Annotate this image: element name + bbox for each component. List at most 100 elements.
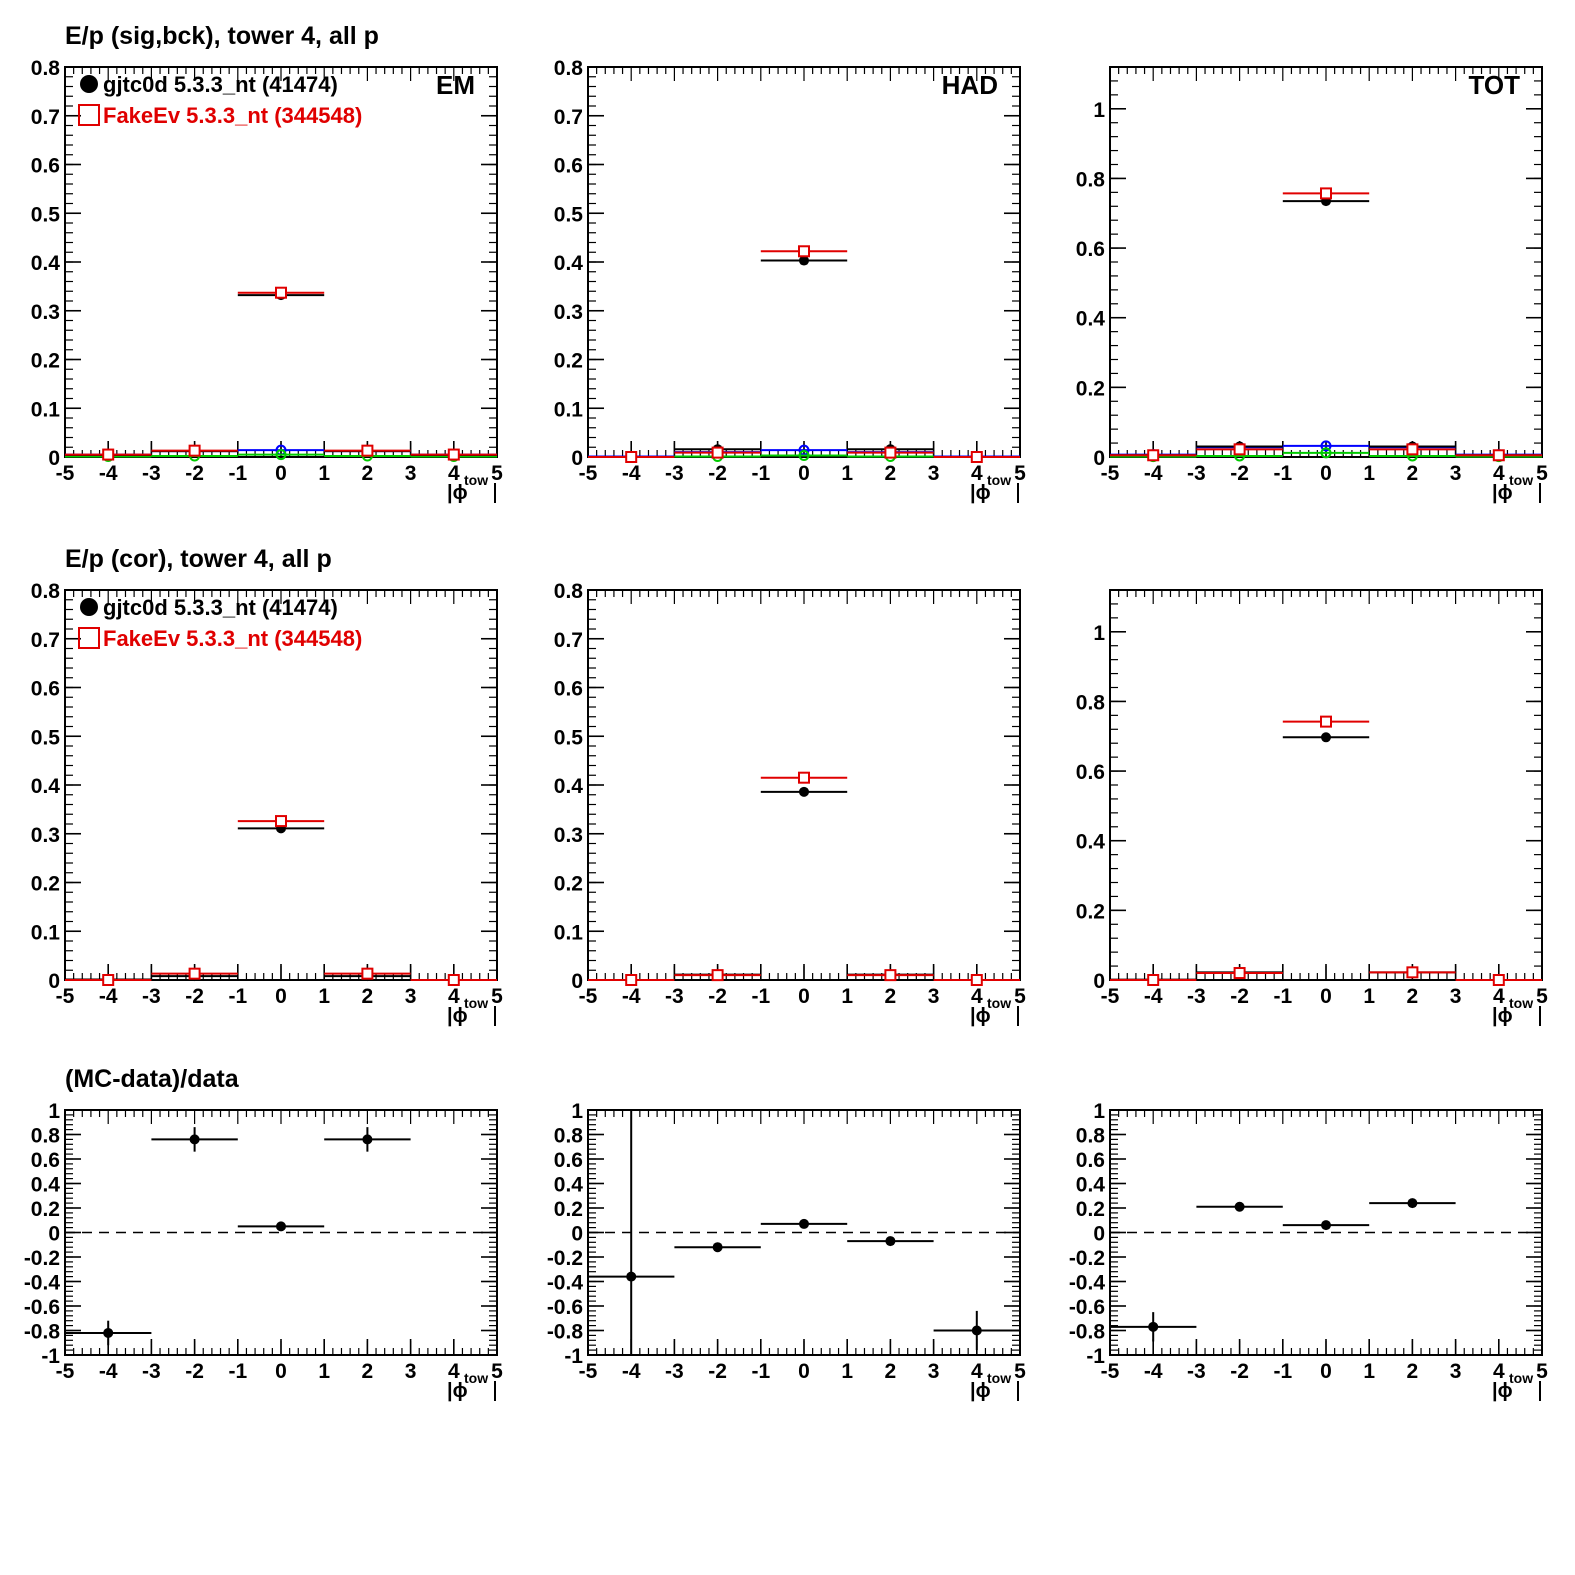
y-tick-label: 0.2: [1076, 1198, 1105, 1221]
x-tick-label: 5: [1536, 1360, 1548, 1383]
x-tick-label: 2: [885, 1360, 897, 1383]
x-tick-label: 0: [798, 1360, 810, 1383]
corner-label: HAD: [942, 70, 998, 100]
legend-label: gjtc0d 5.3.3_nt (41474): [103, 72, 338, 97]
series-0: [65, 823, 497, 985]
y-tick-label: 0.8: [554, 57, 584, 80]
y-tick-label: 0.3: [31, 301, 60, 324]
data-point: [970, 451, 983, 463]
x-tick-label: 3: [928, 985, 940, 1008]
x-tick-label: 0: [1320, 462, 1332, 485]
x-tick-label: 1: [1363, 985, 1375, 1008]
panel-title: E/p (cor), tower 4, all p: [65, 545, 332, 573]
plot-frame: [587, 589, 1021, 981]
x-tick-label: -1: [751, 462, 770, 485]
data-point: [885, 1236, 896, 1247]
plot-frame: [1109, 589, 1543, 981]
y-tick-label: 0: [571, 970, 583, 993]
data-point: [1147, 974, 1160, 986]
y-tick-label: 0.1: [31, 921, 61, 944]
data-point: [799, 1218, 809, 1229]
y-tick-label: -1: [1086, 1345, 1105, 1368]
x-tick-label: -1: [751, 985, 770, 1008]
y-tick-label: 0.8: [554, 580, 584, 603]
y-tick-label: 0: [48, 970, 60, 993]
y-tick-label: 0.2: [31, 1198, 60, 1221]
corner-label: EM: [436, 70, 475, 100]
x-tick-label: -4: [1144, 1360, 1163, 1383]
plot-frame: [64, 1109, 498, 1356]
x-tick-label: -5: [56, 985, 75, 1008]
y-tick-label: 0.6: [554, 678, 583, 701]
y-tick-label: 0.6: [554, 155, 583, 178]
y-tick-label: 0.8: [554, 1125, 584, 1148]
x-tick-label: 3: [928, 462, 940, 485]
x-tick-label: 2: [1407, 462, 1419, 485]
y-tick-label: 0.2: [554, 1198, 583, 1221]
x-tick-label: 0: [1320, 1360, 1332, 1383]
y-tick-label: -1: [41, 1345, 60, 1368]
y-tick-label: 0.6: [31, 155, 60, 178]
x-tick-label: 2: [362, 985, 374, 1008]
y-tick-label: 0.2: [554, 873, 583, 896]
x-tick-label: -1: [1273, 462, 1292, 485]
y-tick-label: 0.4: [1076, 308, 1106, 331]
panel-had-ratio: -5 -4 -3 -2 -1 0 1 2 3 4 5-1-0.8-0.6-0.4-0.200.20.…: [547, 1100, 1026, 1402]
data-point: [276, 1221, 286, 1232]
x-tick-label: 1: [318, 462, 330, 485]
x-tick-label: -4: [622, 985, 641, 1008]
y-tick-label: -1: [564, 1345, 583, 1368]
y-tick-label: 0.3: [554, 824, 583, 847]
series-2: [1110, 196, 1542, 461]
x-axis-label-sub: tow: [987, 1370, 1011, 1386]
x-axis-label: |ϕ: [447, 482, 468, 504]
x-axis-label: |ϕ: [1492, 1005, 1513, 1027]
y-tick-label: 0.2: [31, 350, 60, 373]
y-tick-label: 0.2: [554, 350, 583, 373]
x-tick-label: -1: [228, 1360, 247, 1383]
data-point: [970, 974, 983, 986]
series-0: [1110, 732, 1542, 985]
x-axis-label: |ϕ: [1492, 1380, 1513, 1402]
legend-label: FakeEv 5.3.3_nt (344548): [103, 103, 362, 128]
y-tick-label: 0.8: [1076, 691, 1106, 714]
x-tick-label: -1: [1273, 985, 1292, 1008]
x-tick-label: 1: [318, 985, 330, 1008]
x-tick-label: 4: [971, 1360, 983, 1383]
x-axis-label-sub: tow: [1509, 472, 1533, 488]
x-tick-label: -2: [708, 1360, 727, 1383]
x-tick-label: 1: [841, 985, 853, 1008]
series-0: [588, 1110, 1020, 1355]
x-tick-label: 5: [491, 1360, 503, 1383]
data-point: [361, 967, 374, 980]
data-point: [275, 286, 287, 299]
y-tick-label: 0.2: [31, 873, 60, 896]
y-tick-label: 0.6: [1076, 238, 1105, 261]
data-point: [1492, 449, 1505, 462]
x-tick-label: 3: [405, 985, 417, 1008]
data-point: [798, 450, 810, 462]
x-tick-label: 3: [1450, 1360, 1462, 1383]
x-tick-label: 5: [1014, 462, 1026, 485]
data-point: [1321, 732, 1331, 743]
y-tick-label: 0.3: [31, 824, 60, 847]
panel-tot-ratio: -5 -4 -3 -2 -1 0 1 2 3 4 5-1-0.8-0.6-0.4-0.200.20.…: [1069, 1100, 1548, 1402]
y-tick-label: 0.7: [554, 629, 583, 652]
y-tick-label: 0.1: [554, 921, 584, 944]
x-tick-label: -4: [622, 462, 641, 485]
data-point: [1234, 1201, 1245, 1212]
x-tick-label: -5: [56, 462, 75, 485]
x-tick-label: 4: [448, 1360, 460, 1383]
data-point: [798, 245, 810, 258]
data-point: [1406, 443, 1419, 456]
x-axis-label-sub: tow: [1509, 1370, 1533, 1386]
x-tick-label: 1: [841, 462, 853, 485]
series-3: [1110, 187, 1542, 462]
y-tick-label: 0.5: [554, 726, 584, 749]
y-tick-label: 0.1: [31, 398, 61, 421]
x-tick-label: -3: [665, 462, 684, 485]
data-point: [1147, 449, 1160, 462]
data-point: [275, 815, 287, 828]
x-tick-label: -2: [708, 985, 727, 1008]
